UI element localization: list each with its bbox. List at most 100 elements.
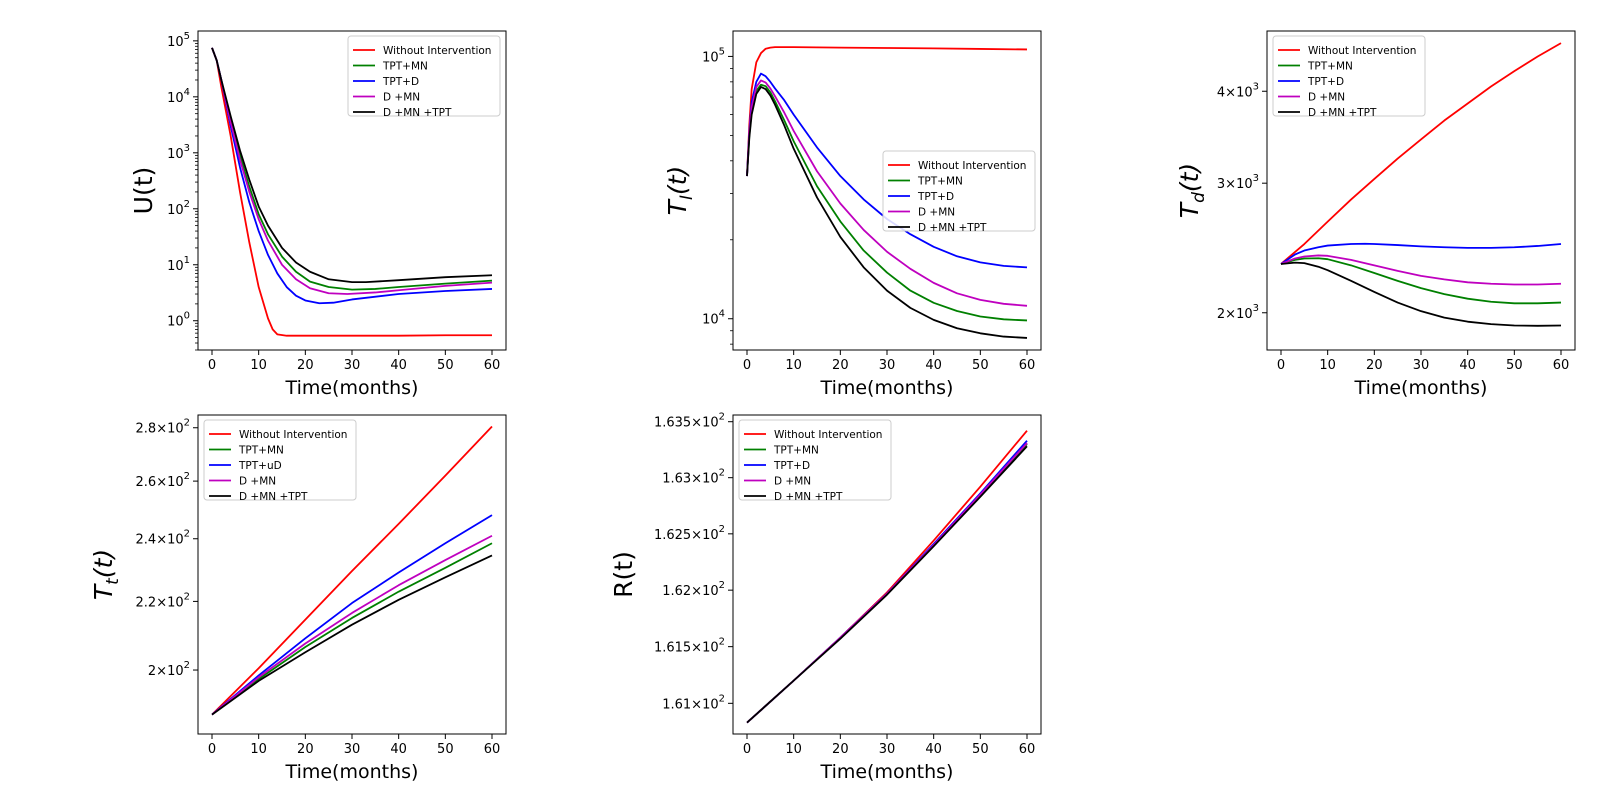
series-line-R-4	[746, 445, 1028, 724]
legend-label: TPT+D	[917, 191, 954, 203]
y-tick-label: 1.63×102	[662, 468, 725, 487]
y-tick-label: 1.615×102	[654, 637, 725, 656]
legend-TI: Without Intervention TPT+MN TPT+D D +MN D +M…	[882, 150, 1036, 234]
x-tick-label: 50	[972, 742, 989, 757]
x-axis-label: Time(months)	[820, 377, 954, 399]
x-tick-label: 60	[1019, 742, 1036, 757]
legend-label: D +MN	[774, 476, 811, 488]
x-tick-label: 60	[1019, 358, 1036, 373]
x-axis-label: Time(months)	[285, 377, 419, 399]
y-axis-label: TI(t)	[663, 166, 697, 216]
x-axis-label: Time(months)	[285, 761, 419, 783]
legend-label: D +MN	[239, 476, 276, 488]
x-axis-label: Time(months)	[1354, 377, 1488, 399]
y-tick-label: 105	[702, 46, 725, 65]
x-tick-label: 0	[208, 742, 216, 757]
x-tick-label: 60	[1553, 358, 1570, 373]
legend-box	[738, 419, 892, 501]
legend-label: D +MN	[383, 92, 420, 104]
legend-label: Without Intervention	[774, 429, 882, 441]
y-axis-label: U(t)	[129, 167, 158, 215]
y-tick-label: 2×103	[1217, 303, 1259, 322]
legend-label: Without Intervention	[918, 160, 1026, 172]
y-tick-label: 1.61×102	[662, 693, 725, 712]
y-tick-label: 2.2×102	[136, 591, 190, 610]
legend-label: TPT+D	[773, 460, 810, 472]
legend-box	[347, 35, 501, 117]
y-tick-label: 1.625×102	[654, 524, 725, 543]
legend-Tt: Without Intervention TPT+MN TPT+uD D +MN D +…	[203, 419, 357, 503]
series-line-Tt-4	[211, 554, 493, 716]
legend-label: D +MN	[918, 207, 955, 219]
x-tick-label: 0	[743, 358, 751, 373]
series-line-TI-3	[746, 79, 1028, 307]
x-tick-label: 20	[832, 742, 849, 757]
x-tick-label: 60	[484, 742, 501, 757]
x-tick-label: 0	[1277, 358, 1285, 373]
y-tick-label: 2.6×102	[136, 471, 190, 490]
x-tick-label: 30	[344, 358, 361, 373]
y-tick-label: 104	[167, 87, 190, 106]
y-tick-label: 1.62×102	[662, 580, 725, 599]
x-tick-label: 30	[344, 742, 361, 757]
y-tick-label: 2.8×102	[136, 418, 190, 437]
series-line-TI-4	[746, 86, 1028, 339]
subplot-R: 0 10 20 30 40 50 60 1.61×102 1.615×102 1.62×102 1.…	[609, 412, 1042, 783]
x-tick-label: 40	[925, 742, 942, 757]
x-tick-label: 40	[390, 742, 407, 757]
subplot-U: 0 10 20 30 40 50 60 100 101 102 103 104 105 Time(mont…	[129, 30, 507, 399]
x-tick-label: 50	[437, 742, 454, 757]
legend-label: TPT+MN	[917, 176, 963, 188]
x-tick-label: 10	[250, 742, 267, 757]
series-line-Tt-0	[211, 425, 493, 716]
legend-U: Without Intervention TPT+MN TPT+D D +MN D +M…	[347, 35, 501, 119]
x-tick-label: 60	[484, 358, 501, 373]
legend-label: D +MN +TPT	[774, 491, 843, 503]
x-tick-label: 50	[1506, 358, 1523, 373]
series-line-Tt-3	[211, 534, 493, 716]
x-tick-label: 10	[1319, 358, 1336, 373]
x-tick-label: 30	[879, 358, 896, 373]
y-axis-label: Tt(t)	[89, 549, 123, 600]
subplot-Td: 0 10 20 30 40 50 60 2×103 3×103 4×103 Time(months)…	[1175, 30, 1576, 399]
legend-Td: Without Intervention TPT+MN TPT+D D +MN D +M…	[1272, 35, 1426, 119]
x-tick-label: 50	[972, 358, 989, 373]
legend-label: D +MN +TPT	[239, 491, 308, 503]
legend-label: TPT+uD	[238, 460, 282, 472]
x-tick-label: 40	[925, 358, 942, 373]
x-axis-label: Time(months)	[820, 761, 954, 783]
legend-box	[1272, 35, 1426, 117]
legend-label: Without Intervention	[383, 45, 491, 57]
y-tick-label: 4×103	[1217, 81, 1259, 100]
legend-R: Without Intervention TPT+MN TPT+D D +MN D +M…	[738, 419, 892, 503]
y-tick-label: 102	[167, 199, 190, 218]
series-line-Td-1	[1280, 257, 1562, 305]
series-line-Td-4	[1280, 261, 1562, 327]
legend-label: D +MN	[1308, 92, 1345, 104]
y-axis-label: R(t)	[609, 551, 638, 598]
legend-label: D +MN +TPT	[1308, 107, 1377, 119]
subplot-Tt: 0 10 20 30 40 50 60 2×102 2.2×102 2.4×102 2.6×102 2…	[89, 414, 507, 783]
x-tick-label: 20	[297, 358, 314, 373]
y-tick-label: 103	[167, 143, 190, 162]
legend-label: Without Intervention	[1308, 45, 1416, 57]
legend-label: TPT+D	[1307, 76, 1344, 88]
y-axis-label: Td(t)	[1175, 163, 1209, 218]
x-tick-label: 50	[437, 358, 454, 373]
x-tick-label: 20	[832, 358, 849, 373]
x-tick-label: 0	[743, 742, 751, 757]
series-line-Tt-1	[211, 542, 493, 716]
series-line-TI-0	[746, 46, 1028, 177]
legend-label: TPT+MN	[1307, 61, 1353, 73]
x-tick-label: 20	[297, 742, 314, 757]
x-tick-label: 20	[1366, 358, 1383, 373]
legend-label: Without Intervention	[239, 429, 347, 441]
x-tick-label: 30	[1413, 358, 1430, 373]
legend-label: TPT+D	[382, 76, 419, 88]
series-line-TI-1	[746, 83, 1028, 322]
y-tick-label: 100	[167, 311, 190, 330]
legend-label: TPT+MN	[238, 445, 284, 457]
legend-box	[882, 150, 1036, 232]
